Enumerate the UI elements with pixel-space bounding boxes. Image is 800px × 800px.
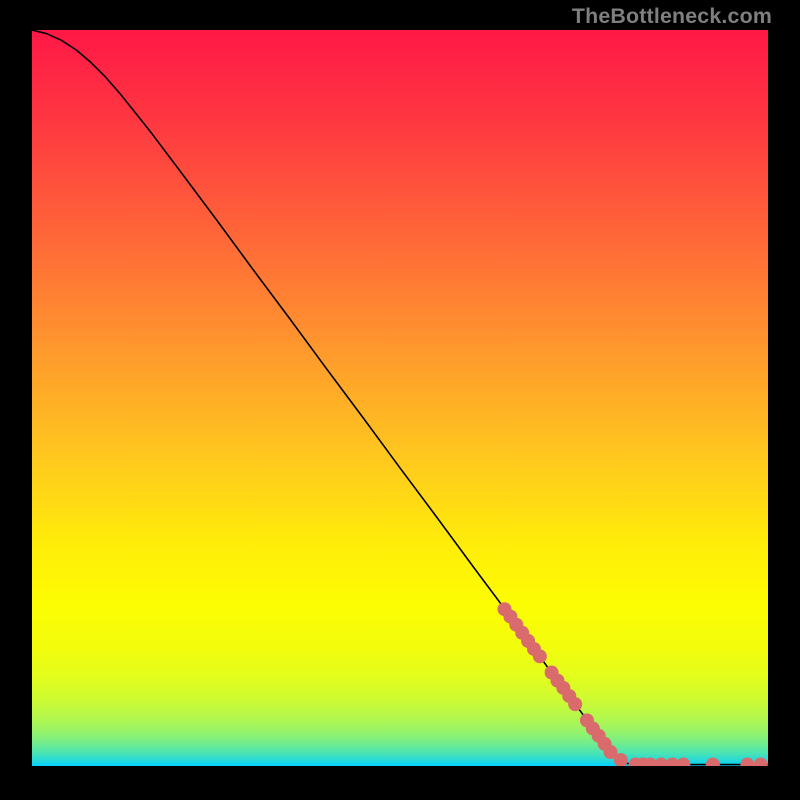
attribution-text: TheBottleneck.com	[572, 4, 772, 29]
data-point	[533, 649, 547, 663]
chart-stage: TheBottleneck.com	[0, 0, 800, 800]
plot-area	[32, 30, 768, 766]
data-point	[568, 697, 582, 711]
plot-svg	[32, 30, 768, 766]
gradient-background	[32, 30, 768, 766]
